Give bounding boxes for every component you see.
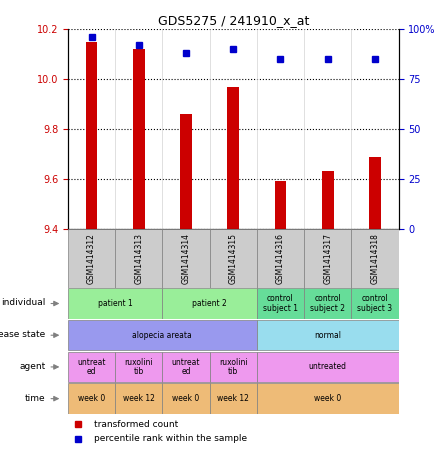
- Text: GSM1414315: GSM1414315: [229, 233, 238, 284]
- Text: normal: normal: [314, 331, 341, 340]
- Bar: [304, 229, 351, 288]
- Bar: [68, 229, 115, 288]
- Text: GSM1414318: GSM1414318: [371, 233, 379, 284]
- Text: ruxolini
tib: ruxolini tib: [219, 357, 247, 376]
- Text: GSM1414317: GSM1414317: [323, 233, 332, 284]
- Title: GDS5275 / 241910_x_at: GDS5275 / 241910_x_at: [158, 14, 309, 27]
- Text: week 0: week 0: [78, 394, 105, 403]
- Bar: [257, 352, 399, 382]
- Bar: [257, 229, 304, 288]
- Text: patient 2: patient 2: [192, 299, 227, 308]
- Text: week 12: week 12: [123, 394, 155, 403]
- Text: patient 1: patient 1: [98, 299, 133, 308]
- Bar: [210, 383, 257, 414]
- Bar: [162, 229, 210, 288]
- Text: agent: agent: [19, 362, 46, 371]
- Text: control
subject 3: control subject 3: [357, 294, 392, 313]
- Bar: [180, 114, 192, 229]
- Bar: [133, 49, 145, 229]
- Text: time: time: [25, 394, 46, 403]
- Text: ruxolini
tib: ruxolini tib: [124, 357, 153, 376]
- Bar: [210, 229, 257, 288]
- Text: GSM1414312: GSM1414312: [87, 233, 96, 284]
- Bar: [351, 229, 399, 288]
- Bar: [85, 42, 97, 229]
- Bar: [162, 383, 210, 414]
- Bar: [162, 352, 210, 382]
- Text: disease state: disease state: [0, 330, 46, 339]
- Text: untreat
ed: untreat ed: [172, 357, 200, 376]
- Text: GSM1414316: GSM1414316: [276, 233, 285, 284]
- Bar: [304, 288, 351, 319]
- Text: alopecia areata: alopecia areata: [133, 331, 192, 340]
- Text: control
subject 1: control subject 1: [263, 294, 298, 313]
- Bar: [115, 229, 162, 288]
- Text: week 0: week 0: [173, 394, 200, 403]
- Bar: [257, 288, 304, 319]
- Bar: [68, 320, 257, 351]
- Text: individual: individual: [1, 299, 46, 308]
- Bar: [115, 383, 162, 414]
- Text: GSM1414313: GSM1414313: [134, 233, 143, 284]
- Bar: [369, 157, 381, 229]
- Bar: [257, 383, 399, 414]
- Text: untreated: untreated: [309, 362, 347, 371]
- Text: week 0: week 0: [314, 394, 341, 403]
- Bar: [115, 352, 162, 382]
- Bar: [162, 288, 257, 319]
- Bar: [275, 182, 286, 229]
- Text: percentile rank within the sample: percentile rank within the sample: [94, 434, 247, 443]
- Bar: [68, 288, 162, 319]
- Bar: [210, 352, 257, 382]
- Bar: [68, 383, 115, 414]
- Text: transformed count: transformed count: [94, 419, 179, 429]
- Bar: [257, 320, 399, 351]
- Bar: [322, 172, 334, 229]
- Bar: [351, 288, 399, 319]
- Bar: [227, 87, 239, 229]
- Text: GSM1414314: GSM1414314: [181, 233, 191, 284]
- Bar: [68, 352, 115, 382]
- Text: control
subject 2: control subject 2: [310, 294, 345, 313]
- Text: untreat
ed: untreat ed: [77, 357, 106, 376]
- Text: week 12: week 12: [217, 394, 249, 403]
